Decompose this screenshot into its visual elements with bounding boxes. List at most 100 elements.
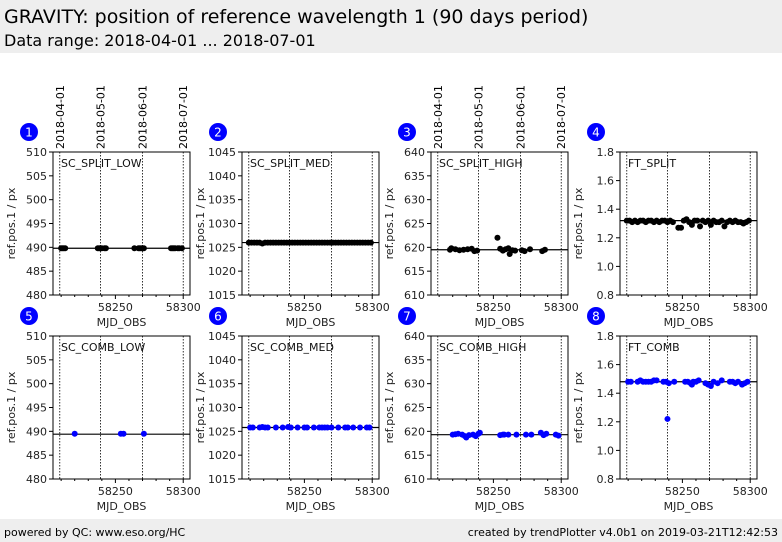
y-tick-label: 495 — [26, 402, 47, 415]
y-tick-label: 1030 — [208, 218, 236, 231]
data-point — [665, 380, 672, 387]
x-tick-label: 58300 — [355, 301, 390, 314]
data-point — [328, 424, 335, 431]
y-tick-label: 505 — [26, 354, 47, 367]
data-point — [140, 430, 147, 437]
chart-panel-1: 1 2018-04-01 2018-05-01 2018-06-01 2018-07-0… — [5, 85, 201, 329]
y-tick-label: 1.4 — [597, 203, 615, 216]
panel-label: SC_COMB_LOW — [61, 341, 145, 354]
data-point — [513, 431, 520, 438]
data-point — [541, 246, 548, 253]
data-point — [543, 430, 550, 437]
y-tick-label: 1015 — [208, 473, 236, 486]
y-tick-label: 610 — [404, 289, 425, 302]
panel-label: SC_COMB_HIGH — [439, 341, 526, 354]
panel-number: 3 — [403, 126, 411, 140]
data-point — [476, 429, 483, 436]
y-tick-label: 1.8 — [597, 146, 615, 159]
y-tick-label: 1025 — [208, 425, 236, 438]
y-tick-label: 1025 — [208, 241, 236, 254]
data-point — [671, 378, 678, 385]
data-point — [688, 221, 695, 228]
panel-label: FT_COMB — [628, 341, 680, 354]
y-tick-label: 505 — [26, 170, 47, 183]
panel-label: FT_SPLIT — [628, 157, 676, 170]
x-tick-label: 58250 — [98, 301, 133, 314]
data-point — [344, 424, 351, 431]
panel-number-badge — [587, 307, 605, 325]
panel-number: 7 — [403, 310, 411, 324]
y-tick-label: 480 — [26, 289, 47, 302]
data-point — [474, 247, 481, 254]
x-tick-label: 58250 — [665, 301, 700, 314]
footer-created-by: created by trendPlotter v4.0b1 on 2019-0… — [467, 526, 778, 539]
date-tick-label: 2018-05-01 — [472, 85, 485, 149]
y-tick-label: 500 — [26, 378, 47, 391]
data-point — [310, 424, 317, 431]
x-tick-label: 58300 — [733, 485, 768, 498]
x-axis-label: MJD_OBS — [664, 316, 714, 329]
y-tick-label: 1020 — [208, 449, 236, 462]
x-tick-label: 58300 — [166, 301, 201, 314]
date-tick-label: 2018-06-01 — [137, 85, 150, 149]
panel-number-badge — [20, 307, 38, 325]
y-tick-label: 510 — [26, 146, 47, 159]
y-tick-label: 625 — [404, 402, 425, 415]
y-tick-label: 625 — [404, 218, 425, 231]
plot-frame — [619, 335, 758, 480]
data-point — [350, 424, 357, 431]
data-point — [264, 424, 271, 431]
data-point — [664, 415, 671, 422]
x-axis-label: MJD_OBS — [286, 500, 336, 513]
panel-number: 5 — [25, 310, 33, 324]
data-point — [62, 245, 69, 252]
data-point — [140, 245, 147, 252]
date-tick-label: 2018-07-01 — [177, 85, 190, 149]
panel-number-badge — [587, 123, 605, 141]
x-tick-label: 58300 — [733, 301, 768, 314]
panel-number: 8 — [592, 310, 600, 324]
y-tick-label: 610 — [404, 473, 425, 486]
y-tick-label: 0.8 — [597, 473, 615, 486]
data-point — [555, 432, 562, 439]
panel-number-badge — [20, 123, 38, 141]
y-tick-label: 640 — [404, 330, 425, 343]
y-tick-label: 635 — [404, 354, 425, 367]
panel-number-badge — [209, 123, 227, 141]
data-point — [744, 378, 751, 385]
data-point — [102, 245, 109, 252]
panel-label: SC_SPLIT_MED — [250, 157, 330, 170]
y-tick-label: 1.0 — [597, 260, 615, 273]
plot-frame — [52, 335, 191, 480]
x-axis-label: MJD_OBS — [475, 316, 525, 329]
y-tick-label: 630 — [404, 378, 425, 391]
y-tick-label: 1020 — [208, 265, 236, 278]
page-title: GRAVITY: position of reference wavelengt… — [4, 6, 589, 28]
panel-number: 1 — [25, 126, 33, 140]
chart-panel-2: 2 1015 1020 1025 1030 1035 1040 1045 58250 58300 M… — [194, 123, 390, 329]
y-tick-label: 1030 — [208, 402, 236, 415]
x-tick-label: 58250 — [287, 301, 322, 314]
data-point — [521, 248, 528, 255]
data-point — [279, 424, 286, 431]
y-axis-label: ref.pos.1 / px — [194, 187, 207, 259]
data-point — [272, 424, 279, 431]
y-tick-label: 490 — [26, 241, 47, 254]
chart-panel-4: 4 0.8 1.0 1.2 1.4 1.6 1.8 58250 58300 MJD_OBS ref.… — [572, 123, 768, 329]
data-point — [120, 430, 127, 437]
data-point — [366, 424, 373, 431]
panel-number: 6 — [214, 310, 222, 324]
y-tick-label: 1.6 — [597, 175, 615, 188]
footer-powered-by: powered by QC: www.eso.org/HC — [4, 526, 186, 539]
y-tick-label: 620 — [404, 241, 425, 254]
plot-frame — [619, 151, 758, 296]
plot-frame — [430, 151, 569, 296]
data-point — [528, 431, 535, 438]
data-point — [512, 247, 519, 254]
y-tick-label: 0.8 — [597, 289, 615, 302]
y-tick-label: 485 — [26, 449, 47, 462]
date-tick-label: 2018-06-01 — [515, 85, 528, 149]
x-tick-label: 58250 — [98, 485, 133, 498]
x-axis-label: MJD_OBS — [475, 500, 525, 513]
